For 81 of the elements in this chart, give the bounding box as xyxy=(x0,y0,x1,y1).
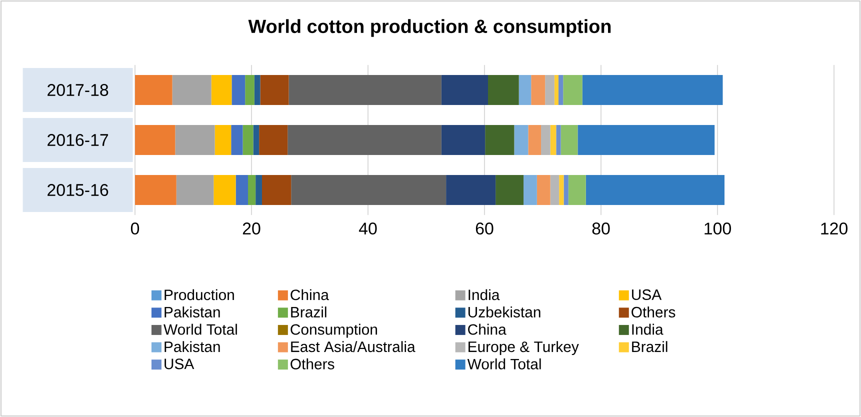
bar xyxy=(446,175,496,205)
legend-label: Uzbekistan xyxy=(468,306,540,318)
bar xyxy=(211,75,232,106)
bar xyxy=(485,125,514,156)
legend-label: Others xyxy=(290,358,334,370)
bar xyxy=(172,75,212,106)
bar xyxy=(254,75,260,106)
bar xyxy=(586,175,724,205)
bar xyxy=(558,75,564,106)
legend-label: USA xyxy=(632,289,662,300)
legend-label: World Total xyxy=(164,324,237,335)
bar xyxy=(214,125,232,156)
x-tick-label: 120 xyxy=(821,222,848,235)
bar xyxy=(578,125,715,156)
bar xyxy=(545,75,554,106)
bar xyxy=(260,75,289,106)
bar xyxy=(441,125,486,156)
bar xyxy=(560,125,578,156)
bar xyxy=(518,75,532,106)
bar xyxy=(245,75,254,106)
legend-label: East Asia/Australia xyxy=(291,341,416,352)
bar xyxy=(288,125,442,156)
x-tick-label: 100 xyxy=(704,222,731,235)
legend-label: Production xyxy=(164,289,234,300)
legend-label: India xyxy=(468,289,500,300)
bar xyxy=(135,175,176,205)
bar xyxy=(242,125,254,156)
legend-label: Pakistan xyxy=(164,341,220,352)
bar xyxy=(550,125,556,156)
bar xyxy=(564,175,568,205)
legend-label: Brazil xyxy=(632,341,668,352)
bar xyxy=(582,75,723,106)
bar xyxy=(262,175,292,205)
bar xyxy=(554,75,558,106)
bar xyxy=(531,75,546,106)
bar xyxy=(568,175,586,205)
bar xyxy=(248,175,256,205)
bar xyxy=(232,75,246,106)
legend-label: Brazil xyxy=(291,306,326,318)
legend-label: China xyxy=(290,289,329,300)
x-tick-label: 60 xyxy=(476,222,494,235)
bar xyxy=(175,125,215,156)
bar xyxy=(291,175,446,205)
bar xyxy=(536,175,550,205)
bar xyxy=(288,75,442,106)
bar xyxy=(541,125,550,156)
bar xyxy=(563,75,582,106)
legend-label: Europe & Turkey xyxy=(468,341,579,356)
bar xyxy=(488,75,519,106)
legend-label: USA xyxy=(164,358,194,370)
y-tick-label: 2016-17 xyxy=(48,134,108,146)
bar xyxy=(231,125,243,156)
y-tick-label: 2017-18 xyxy=(48,84,108,96)
bar xyxy=(253,125,260,156)
bar xyxy=(524,175,537,205)
bar xyxy=(176,175,214,205)
bar xyxy=(236,175,248,205)
legend-label: China xyxy=(468,324,506,335)
legend-label: Pakistan xyxy=(164,306,220,318)
legend-label: India xyxy=(632,324,664,335)
bar xyxy=(256,175,262,205)
chart-title: World cotton production & consumption xyxy=(248,19,611,37)
bar xyxy=(514,125,528,156)
bar xyxy=(135,125,176,156)
y-tick-label: 2015-16 xyxy=(48,184,108,196)
bar xyxy=(441,75,488,106)
bar xyxy=(259,125,288,156)
bar xyxy=(214,175,236,205)
bar xyxy=(496,175,524,205)
legend-label: Others xyxy=(632,306,676,318)
bar xyxy=(550,175,560,205)
x-tick-label: 0 xyxy=(130,222,140,235)
x-tick-label: 20 xyxy=(242,222,260,235)
x-tick-label: 80 xyxy=(592,222,610,235)
bar xyxy=(559,175,564,205)
legend-label: World Total xyxy=(467,358,541,370)
bar xyxy=(556,125,561,156)
bar xyxy=(528,125,542,156)
x-tick-label: 40 xyxy=(358,222,377,235)
bar xyxy=(135,75,172,106)
legend-label: Consumption xyxy=(290,324,377,338)
